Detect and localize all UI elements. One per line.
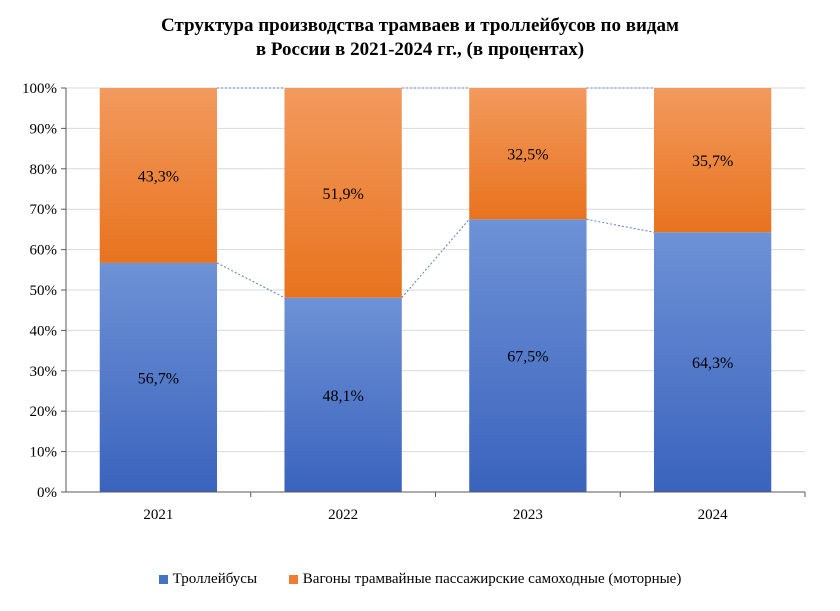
series-lines — [216, 87, 655, 299]
bar-trams-2024 — [653, 88, 772, 233]
y-tick-label: 70% — [30, 202, 58, 218]
legend-label-trams: Вагоны трамвайные пассажирские самоходны… — [302, 571, 682, 587]
data-label: 43,3% — [138, 168, 179, 185]
legend: Троллейбусы Вагоны трамвайные пассажирск… — [0, 571, 840, 589]
legend-item-trolleybuses: Троллейбусы — [158, 571, 258, 588]
y-tick-label: 60% — [30, 243, 58, 259]
bars — [99, 88, 772, 493]
data-label: 56,7% — [138, 370, 179, 387]
x-tick-label: 2023 — [513, 507, 543, 523]
data-label: 48,1% — [322, 388, 363, 405]
y-tick-label: 10% — [30, 445, 58, 461]
chart-title: Структура производства трамваев и тролле… — [0, 14, 840, 62]
data-label: 35,7% — [692, 153, 733, 170]
y-axis: 0% 10% 20% 30% 40% 50% 60% 70% 80% 90% 100% — [22, 81, 67, 501]
y-tick-label: 0% — [37, 485, 57, 501]
x-tick-label: 2024 — [698, 507, 729, 523]
y-tick-label: 20% — [30, 404, 58, 420]
bar-trolleybuses-2021 — [99, 262, 218, 492]
y-tick-label: 90% — [30, 121, 58, 137]
y-tick-label: 40% — [30, 323, 58, 339]
bar-trolleybuses-2024 — [653, 232, 772, 492]
series-line — [586, 218, 655, 233]
legend-label-trolleybuses: Троллейбусы — [172, 571, 258, 587]
data-labels: 56,7% 43,3% 48,1% 51,9% 67,5% 32,5% 64,3% 35,7% — [138, 147, 734, 405]
x-tick-label: 2022 — [328, 507, 358, 523]
legend-swatch-trams — [288, 575, 298, 584]
y-tick-label: 30% — [30, 364, 58, 380]
bar-trolleybuses-2023 — [469, 219, 587, 493]
y-tick-label: 50% — [30, 283, 58, 299]
bar-trams-2023 — [469, 88, 587, 220]
bar-trolleybuses-2022 — [284, 297, 402, 492]
y-tick-label: 80% — [30, 162, 58, 178]
chart-title-line-1: Структура производства трамваев и тролле… — [161, 15, 679, 36]
data-label: 67,5% — [507, 349, 548, 366]
series-line — [401, 218, 470, 299]
data-label: 32,5% — [507, 147, 548, 164]
x-axis: 2021 2022 2023 2024 — [66, 491, 806, 523]
legend-item-trams: Вагоны трамвайные пассажирские самоходны… — [288, 571, 682, 588]
series-line — [216, 262, 285, 299]
legend-swatch-trolleybuses — [158, 575, 168, 584]
chart-title-line-2: в России в 2021-2024 гг., (в процентах) — [255, 39, 585, 60]
data-label: 64,3% — [692, 355, 733, 372]
bar-trams-2022 — [284, 88, 402, 298]
y-tick-label: 100% — [22, 81, 57, 97]
x-tick-label: 2021 — [143, 507, 173, 523]
bar-trams-2021 — [99, 88, 218, 263]
data-label: 51,9% — [322, 186, 363, 203]
